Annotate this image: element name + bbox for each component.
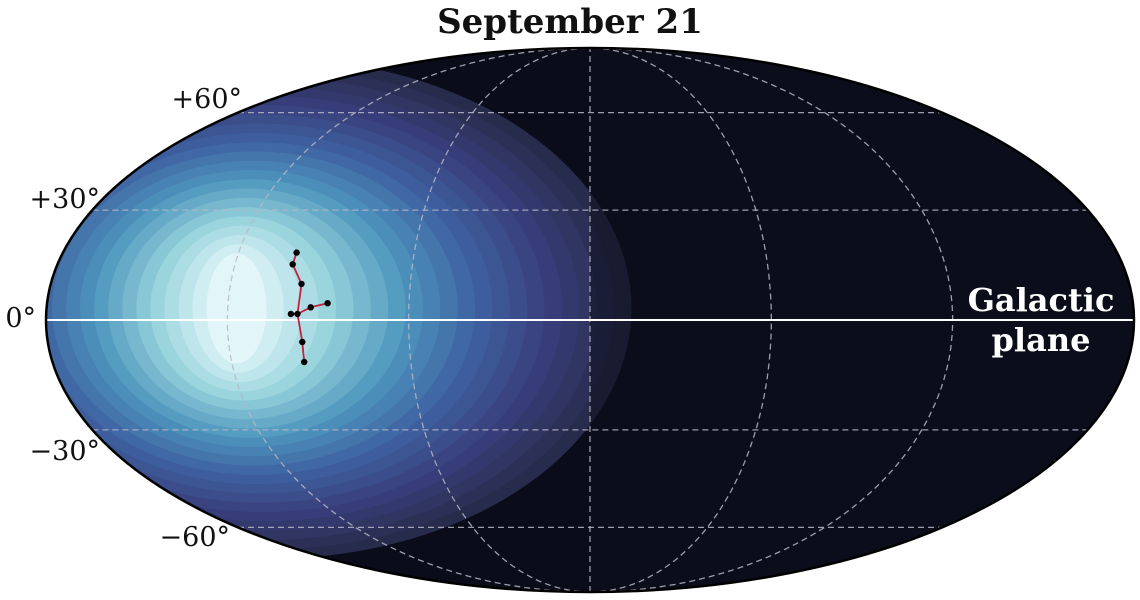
star-point [324,300,331,307]
star-point [301,358,308,366]
lat-tick-label-plus30: +30° [29,184,100,215]
lat-tick-label-plus60: +60° [171,84,242,115]
constellation-line [296,283,303,315]
star-point [289,261,296,268]
star-point [294,310,301,318]
galactic-plane-label-line1: Galactic [967,281,1115,319]
star-point [307,304,314,311]
constellation-line [296,313,304,343]
constellation [287,249,331,366]
galactic-plane-label: Galactic plane [950,280,1132,360]
star-point [287,310,295,318]
lat-tick-label-zero: 0° [5,303,36,334]
meridian-line [589,48,772,592]
star-point [293,249,300,256]
star-point [299,338,306,346]
lat-tick-label-minus60: −60° [159,522,230,553]
galactic-plane-label-line2: plane [991,321,1091,359]
map-outline [44,46,1136,594]
constellation-line [291,263,303,285]
lat-tick-label-minus30: −30° [29,436,100,467]
chart-title: September 21 [437,2,703,42]
constellation-line [301,341,306,363]
star-point [298,280,305,288]
contour-band [206,253,267,364]
